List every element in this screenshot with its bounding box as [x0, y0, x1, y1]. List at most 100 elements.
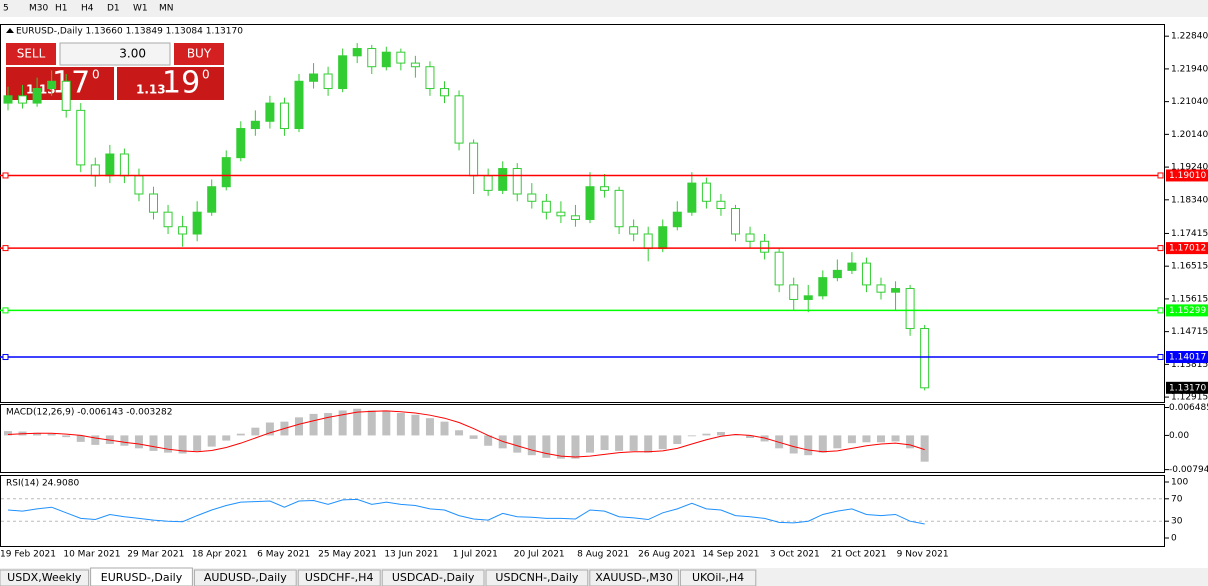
candle — [701, 177, 711, 209]
y-tick-label: 1.17415 — [1171, 229, 1208, 239]
macd-bar — [556, 435, 565, 459]
macd-bar — [571, 435, 580, 459]
buy-button[interactable] — [174, 43, 224, 65]
tab[interactable] — [485, 569, 589, 586]
candle-body — [585, 186, 595, 220]
macd-bar — [789, 435, 798, 454]
tab[interactable] — [193, 569, 297, 586]
current-price-label: 1.13170 — [1169, 383, 1206, 393]
macd-bar — [673, 435, 682, 445]
candle — [309, 63, 319, 89]
tab[interactable] — [0, 569, 90, 586]
y-tick-label: 30 — [1171, 517, 1183, 527]
timeframe-button[interactable]: H1 — [55, 4, 68, 14]
timeframe-button[interactable]: W1 — [133, 4, 148, 14]
macd-bar — [236, 433, 245, 436]
macd-bar — [600, 435, 609, 451]
tab[interactable] — [679, 569, 757, 586]
x-tick-label: 10 Mar 2021 — [63, 550, 120, 560]
candle — [76, 103, 86, 173]
level-handle — [2, 354, 9, 361]
candle-body — [61, 80, 71, 111]
level-handle — [1157, 354, 1164, 361]
lot-input[interactable] — [59, 42, 171, 66]
current-price-bg — [1166, 381, 1208, 394]
candle-body — [643, 233, 653, 250]
candle — [47, 70, 57, 96]
candle — [338, 48, 348, 93]
tab[interactable] — [90, 567, 193, 586]
macd-bar — [469, 435, 478, 439]
x-tick-label: 6 May 2021 — [257, 550, 310, 560]
candle — [163, 204, 173, 234]
candle-body — [498, 168, 508, 191]
macd-bar — [484, 435, 493, 446]
candle-body — [47, 80, 57, 90]
tab[interactable] — [381, 569, 485, 586]
buy-label: BUY — [187, 47, 212, 61]
candle-body — [789, 284, 799, 300]
y-tick-label: 0 — [1171, 534, 1177, 544]
timeframe-button[interactable]: D1 — [107, 4, 120, 14]
tab[interactable] — [297, 569, 381, 586]
trade-panel: SELL BUY 3.00 1.13 17 0 1.13 19 0 — [6, 42, 224, 101]
timeframe-button[interactable]: M30 — [29, 4, 48, 14]
candle-body — [527, 193, 537, 202]
y-tick-label: 100 — [1171, 478, 1188, 488]
lot-value: 3.00 — [119, 47, 146, 61]
candle-body — [410, 62, 420, 68]
x-tick-label: 13 Jun 2021 — [384, 550, 438, 560]
candle-body — [745, 233, 755, 242]
tab-label: USDX,Weekly — [7, 571, 82, 584]
candle-body — [701, 182, 711, 202]
level-handle — [1157, 245, 1164, 252]
candle — [541, 194, 551, 220]
candle — [731, 204, 740, 242]
candle-body — [32, 88, 42, 104]
macd-bar — [862, 435, 871, 443]
tab[interactable] — [589, 569, 679, 586]
rsi-title: RSI(14) 24.9080 — [6, 479, 79, 489]
sell-button[interactable] — [6, 43, 56, 65]
timeframe-button[interactable]: MN — [159, 4, 174, 14]
candle-body — [90, 164, 100, 177]
candle-body — [512, 168, 522, 195]
macd-bar — [455, 430, 464, 436]
macd-bar — [353, 408, 362, 436]
candle-body — [338, 55, 348, 90]
level-handle — [2, 245, 9, 252]
candle — [236, 121, 246, 162]
macd-bar — [629, 435, 638, 451]
timeframe-button[interactable]: H4 — [81, 4, 94, 14]
macd-bar — [833, 435, 842, 449]
buy-prefix: 1.13 — [136, 83, 166, 97]
candle-body — [716, 200, 726, 210]
timeframe-button[interactable]: 5 — [3, 4, 9, 14]
candle — [861, 257, 871, 293]
macd-frame — [0, 404, 1165, 473]
candle — [396, 48, 406, 71]
candle-body — [207, 186, 217, 213]
candle-body — [731, 208, 740, 235]
x-tick-label: 21 Oct 2021 — [831, 550, 887, 560]
candle-body — [192, 211, 202, 235]
candle-body — [454, 95, 464, 144]
candle — [556, 201, 566, 224]
buy-sup: 0 — [202, 68, 210, 82]
macd-bar — [324, 413, 333, 436]
candle — [294, 74, 304, 133]
candle — [585, 172, 595, 224]
candle-body — [178, 226, 188, 235]
candle-body — [323, 73, 333, 90]
sell-price-box[interactable] — [6, 67, 114, 100]
buy-price-box[interactable] — [117, 67, 224, 100]
candle — [687, 172, 697, 216]
y-tick-label: 1.16515 — [1171, 262, 1208, 272]
candle — [818, 270, 828, 300]
macd-bar — [76, 435, 85, 442]
level-label-bg — [1166, 351, 1208, 364]
macd-bar — [644, 435, 653, 453]
macd-bar — [906, 435, 915, 449]
candle — [498, 161, 508, 194]
candle-body — [818, 277, 828, 297]
